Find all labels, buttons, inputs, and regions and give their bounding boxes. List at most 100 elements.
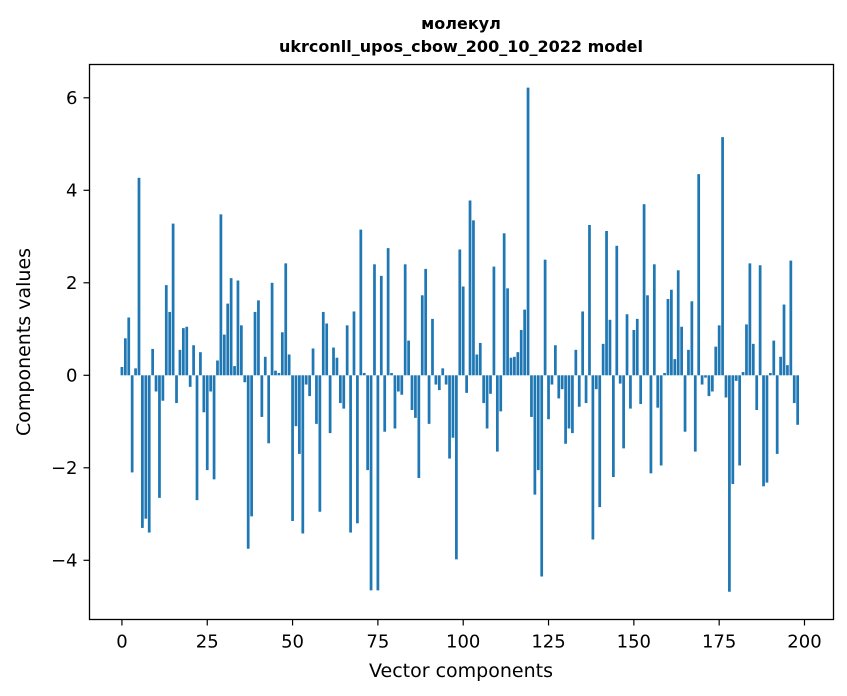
bar — [758, 265, 762, 376]
x-tick-label: 125 — [531, 632, 565, 653]
bar — [338, 375, 342, 404]
bar — [509, 357, 513, 376]
bar — [536, 375, 540, 471]
bar — [526, 87, 530, 376]
bar — [642, 204, 646, 376]
x-tick-label: 150 — [617, 632, 651, 653]
bar — [267, 375, 271, 444]
bar — [134, 368, 137, 376]
bar — [284, 263, 288, 376]
bar — [728, 375, 731, 592]
bar — [321, 311, 325, 376]
bar — [789, 260, 793, 376]
bar — [298, 375, 301, 454]
y-tick-label: 2 — [66, 273, 77, 294]
bar — [304, 375, 308, 385]
bar — [461, 286, 465, 376]
y-axis-label: Components values — [13, 248, 35, 436]
bar — [567, 375, 571, 429]
bar — [120, 366, 124, 376]
bar — [123, 338, 127, 376]
y-tick-label: −2 — [51, 458, 78, 479]
bar — [315, 375, 318, 424]
y-tick-label: −4 — [51, 550, 78, 571]
bar — [417, 375, 421, 478]
bar — [472, 220, 475, 376]
bar — [294, 375, 298, 427]
bar — [475, 354, 479, 376]
y-tick-label: 0 — [66, 365, 77, 386]
bar — [782, 304, 786, 376]
chart-title-group: молекул ukrconll_upos_cbow_200_10_2022 m… — [279, 14, 643, 56]
bar — [441, 368, 445, 376]
bar — [171, 223, 175, 376]
bar — [151, 348, 154, 376]
bar — [195, 375, 199, 501]
y-tick-label: 4 — [66, 180, 77, 201]
bar — [216, 360, 219, 376]
bar — [414, 375, 417, 418]
y-axis-ticks: −4 −2 0 2 4 6 — [51, 88, 90, 571]
bar — [693, 375, 697, 452]
bar — [489, 375, 492, 394]
bar — [748, 263, 752, 376]
bar — [444, 375, 448, 385]
bar — [697, 174, 701, 376]
bar — [659, 375, 663, 466]
bar — [707, 375, 711, 397]
bar — [376, 375, 380, 591]
bar — [263, 356, 267, 376]
bar — [635, 318, 639, 376]
bar — [513, 356, 516, 376]
bar — [178, 349, 182, 376]
bar — [308, 375, 311, 397]
bar — [581, 311, 585, 376]
bar — [168, 311, 172, 376]
bar — [229, 278, 233, 376]
plot-frame — [88, 63, 835, 621]
chart-title: молекул — [421, 14, 501, 33]
bar — [465, 375, 468, 393]
bar — [769, 372, 772, 376]
bar — [553, 345, 557, 376]
bar — [280, 332, 284, 376]
bar — [724, 375, 728, 398]
bar — [779, 356, 782, 376]
bar — [721, 137, 724, 376]
bar — [670, 289, 673, 376]
bar — [386, 248, 390, 376]
x-tick-label: 25 — [196, 632, 219, 653]
bar — [420, 295, 424, 376]
x-tick-label: 100 — [446, 632, 480, 653]
bar — [478, 342, 482, 376]
bar — [458, 249, 462, 376]
bar — [383, 375, 387, 432]
bar — [591, 375, 595, 540]
bar — [717, 325, 721, 376]
bar — [144, 375, 148, 519]
bar — [765, 375, 769, 483]
bar — [352, 311, 356, 376]
bar — [710, 375, 714, 392]
bar — [328, 375, 332, 434]
bar — [714, 346, 718, 376]
bar — [506, 288, 509, 376]
bar — [734, 375, 738, 381]
bar — [741, 372, 745, 376]
bar — [332, 347, 335, 376]
bar — [222, 334, 226, 376]
bar — [700, 375, 704, 385]
bar — [594, 375, 598, 390]
bar — [731, 375, 735, 484]
bar — [257, 300, 260, 376]
bar — [342, 375, 346, 409]
bar — [366, 375, 370, 471]
bar — [598, 375, 602, 508]
bar — [212, 375, 216, 480]
bar — [673, 359, 677, 376]
bar — [530, 375, 533, 417]
bar — [792, 375, 796, 404]
bar — [540, 375, 544, 577]
bar — [605, 231, 608, 376]
